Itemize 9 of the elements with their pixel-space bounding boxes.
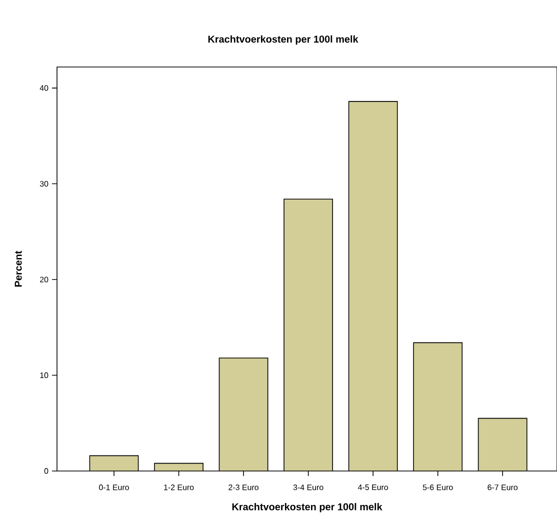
bar bbox=[414, 342, 462, 471]
x-axis-title: Krachtvoerkosten per 100l melk bbox=[232, 502, 382, 512]
bar bbox=[219, 358, 268, 471]
bar bbox=[348, 101, 398, 471]
y-axis-title: Percent bbox=[14, 250, 22, 287]
bar bbox=[284, 199, 333, 471]
bar bbox=[90, 456, 138, 471]
chart-title: Krachtvoerkosten per 100l melk bbox=[208, 35, 358, 45]
bar bbox=[478, 418, 528, 471]
